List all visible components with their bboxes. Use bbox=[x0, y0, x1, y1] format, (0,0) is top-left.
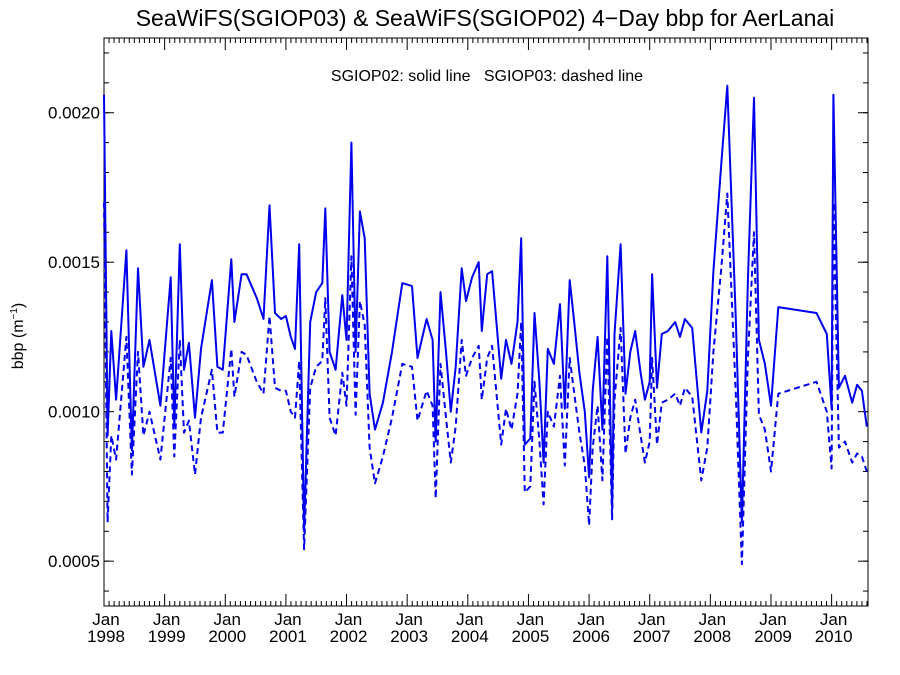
y-axis-label: bbp (m−1) bbox=[9, 303, 27, 370]
y-tick-label: 0.0010 bbox=[48, 403, 100, 422]
x-tick-month: Jan bbox=[92, 610, 119, 629]
series-line-sgiop02 bbox=[103, 84, 868, 533]
x-tick-year: 2000 bbox=[208, 627, 246, 646]
x-tick-year: 1998 bbox=[87, 627, 125, 646]
x-tick-year: 2001 bbox=[269, 627, 307, 646]
x-tick-year: 1999 bbox=[148, 627, 186, 646]
x-tick-month: Jan bbox=[638, 610, 665, 629]
y-axis-label-close: ) bbox=[10, 303, 27, 308]
x-tick-month: Jan bbox=[214, 610, 241, 629]
x-tick-month: Jan bbox=[759, 610, 786, 629]
y-axis-label-main: bbp (m bbox=[10, 319, 27, 369]
x-tick-month: Jan bbox=[456, 610, 483, 629]
x-tick-month: Jan bbox=[274, 610, 301, 629]
x-tick-year: 2007 bbox=[633, 627, 671, 646]
x-tick-year: 2002 bbox=[330, 627, 368, 646]
x-tick-year: 2006 bbox=[572, 627, 610, 646]
y-tick-label: 0.0015 bbox=[48, 253, 100, 272]
series-line-sgiop03 bbox=[103, 192, 868, 566]
chart-annotation: SGIOP02: solid line SGIOP03: dashed line bbox=[331, 68, 643, 85]
x-tick-year: 2008 bbox=[693, 627, 731, 646]
x-tick-month: Jan bbox=[699, 610, 726, 629]
x-tick-month: Jan bbox=[820, 610, 847, 629]
x-tick-year: 2005 bbox=[512, 627, 550, 646]
x-tick-year: 2003 bbox=[390, 627, 428, 646]
x-tick-year: 2010 bbox=[815, 627, 853, 646]
x-tick-year: 2009 bbox=[754, 627, 792, 646]
x-tick-month: Jan bbox=[153, 610, 180, 629]
x-tick-month: Jan bbox=[335, 610, 362, 629]
plot-area: 0.00050.00100.00150.0020Jan1998Jan1999Ja… bbox=[48, 37, 869, 646]
x-tick-month: Jan bbox=[517, 610, 544, 629]
y-axis-label-sup: −1 bbox=[9, 308, 20, 320]
x-tick-year: 2004 bbox=[451, 627, 489, 646]
x-tick-month: Jan bbox=[577, 610, 604, 629]
chart-title: SeaWiFS(SGIOP03) & SeaWiFS(SGIOP02) 4−Da… bbox=[136, 5, 835, 31]
x-tick-month: Jan bbox=[395, 610, 422, 629]
y-tick-label: 0.0020 bbox=[48, 104, 100, 123]
y-tick-label: 0.0005 bbox=[48, 552, 100, 571]
